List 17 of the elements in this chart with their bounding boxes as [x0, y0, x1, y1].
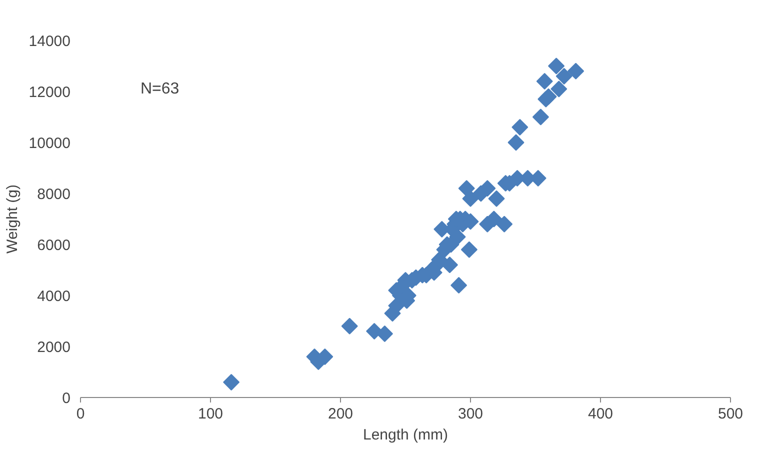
y-axis-title: Weight (g): [4, 184, 21, 254]
x-tick-label: 200: [328, 406, 354, 422]
y-tick-label: 8000: [37, 186, 71, 203]
x-axis-title: Length (mm): [362, 426, 448, 444]
annotation: N=63: [140, 80, 180, 98]
x-tick-label: 500: [718, 406, 744, 422]
y-tick-label: 4000: [37, 288, 71, 305]
y-tick-label: 2000: [37, 339, 71, 356]
x-tick-label: 0: [76, 406, 85, 422]
x-tick-label: 100: [198, 406, 224, 422]
y-tick-label: 0: [62, 390, 70, 407]
x-tick-label: 300: [458, 406, 484, 422]
y-tick-label: 12000: [28, 84, 71, 101]
x-tick-label: 400: [588, 406, 614, 422]
y-tick-label: 14000: [28, 33, 71, 50]
y-tick-label: 6000: [37, 237, 71, 254]
y-tick-label: 10000: [28, 135, 71, 152]
